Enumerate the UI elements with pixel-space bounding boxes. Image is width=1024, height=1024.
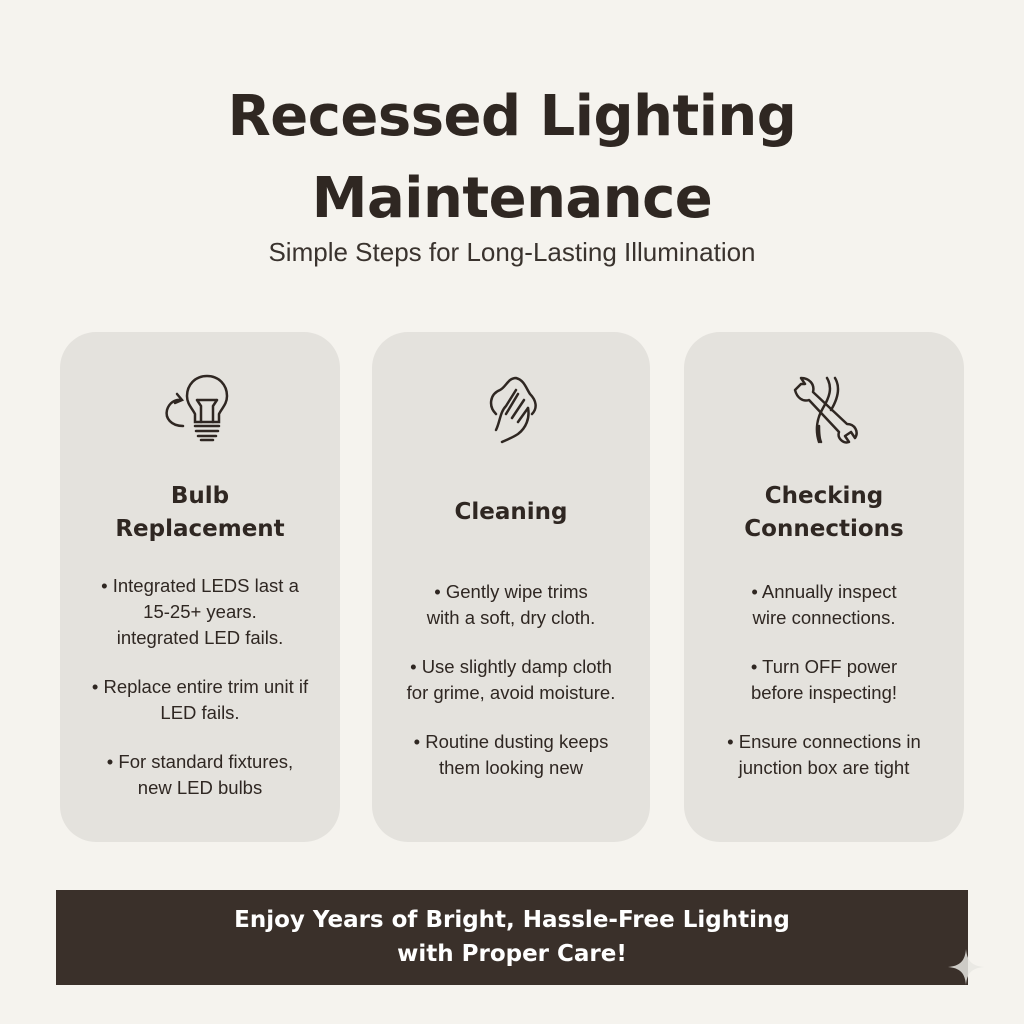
card-heading: Cleaning	[372, 496, 650, 529]
bullet-line: • Gently wipe trims	[434, 581, 588, 602]
heading-line: Checking	[764, 483, 884, 509]
bullet-item: • Annually inspect wire connections.	[692, 579, 956, 631]
bullet-line: • Replace entire trim unit if	[91, 676, 309, 697]
title-line: Recessed Lighting	[227, 84, 797, 149]
bulb-replace-icon	[165, 374, 229, 442]
bullet-list: • Annually inspect wire connections. • Tu…	[692, 579, 956, 804]
bullet-line: them looking new	[439, 757, 583, 778]
banner-line: Enjoy Years of Bright, Hassle-Free Light…	[234, 907, 790, 933]
bullet-line: LED fails.	[160, 702, 240, 723]
heading-line: Bulb	[170, 483, 230, 509]
hand-cloth-icon	[489, 376, 537, 444]
bullet-line: junction box are tight	[738, 757, 910, 778]
bullet-item: • Gently wipe trims with a soft, dry clot…	[380, 579, 642, 631]
card-checking-connections: Checking Connections • Annually inspect w…	[684, 332, 964, 842]
page-title: Recessed Lighting Maintenance	[0, 76, 1024, 240]
heading-line: Cleaning	[454, 499, 568, 525]
bullet-line: • Turn OFF power	[750, 656, 898, 677]
bullet-line: • Use slightly damp cloth	[410, 656, 612, 677]
wrench-wires-icon	[793, 376, 858, 444]
bullet-item: • Use slightly damp cloth for grime, avoi…	[380, 654, 642, 706]
bullet-line: • Ensure connections in	[727, 731, 921, 752]
bullet-line: • Annually inspect	[751, 581, 897, 602]
sparkle-icon	[948, 949, 984, 985]
bullet-line: with a soft, dry cloth.	[426, 607, 596, 628]
bullet-list: • Integrated LEDS last a 15-25+ years. int…	[68, 573, 332, 824]
bullet-line: • Routine dusting keeps	[413, 731, 609, 752]
card-heading: Checking Connections	[684, 480, 964, 546]
bullet-line: • Integrated LEDS last a	[101, 575, 299, 596]
bullet-item: • Routine dusting keeps them looking new	[380, 729, 642, 781]
bullet-line: for grime, avoid moisture.	[406, 682, 616, 703]
heading-line: Replacement	[115, 516, 285, 542]
title-line: Maintenance	[311, 166, 713, 231]
bullet-item: • Ensure connections in junction box are …	[692, 729, 956, 781]
banner-line: with Proper Care!	[397, 941, 627, 967]
bullet-line: new LED bulbs	[137, 777, 263, 798]
bullet-item: • Integrated LEDS last a 15-25+ years. int…	[68, 573, 332, 651]
card-bulb-replacement: Bulb Replacement • Integrated LEDS last …	[60, 332, 340, 842]
footer-banner: Enjoy Years of Bright, Hassle-Free Light…	[56, 890, 968, 985]
bullet-line: 15-25+ years.	[143, 601, 257, 622]
bullet-list: • Gently wipe trims with a soft, dry clot…	[380, 579, 642, 804]
bullet-line: wire connections.	[752, 607, 896, 628]
subtitle: Simple Steps for Long-Lasting Illuminati…	[268, 237, 756, 267]
bullet-item: • Replace entire trim unit if LED fails.	[68, 674, 332, 726]
bullet-line: integrated LED fails.	[116, 627, 284, 648]
heading-line: Connections	[744, 516, 904, 542]
card-heading: Bulb Replacement	[60, 480, 340, 546]
bullet-line: before inspecting!	[750, 682, 898, 703]
card-cleaning: Cleaning • Gently wipe trims with a soft,…	[372, 332, 650, 842]
bullet-item: • For standard fixtures, new LED bulbs	[68, 749, 332, 801]
bullet-line: • For standard fixtures,	[106, 751, 294, 772]
bullet-item: • Turn OFF power before inspecting!	[692, 654, 956, 706]
